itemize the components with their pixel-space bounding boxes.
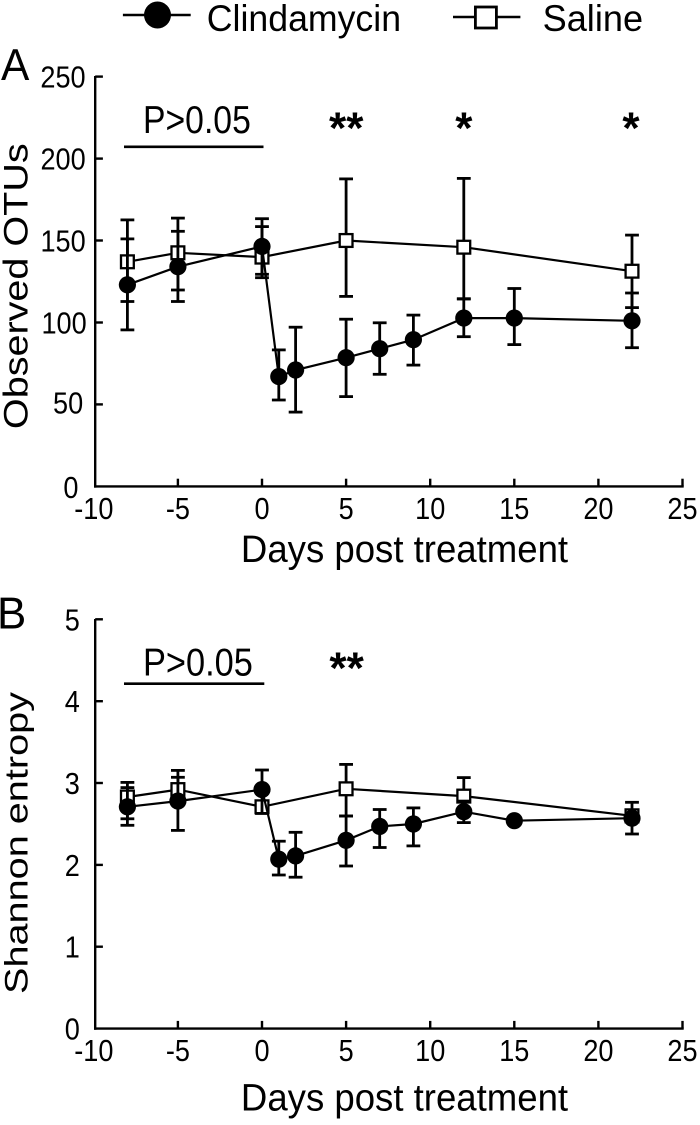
svg-text:-10: -10 <box>74 1034 113 1068</box>
svg-text:5: 5 <box>339 492 354 526</box>
svg-text:Shannon entropy: Shannon entropy <box>0 691 35 994</box>
svg-text:20: 20 <box>583 492 613 526</box>
svg-text:-5: -5 <box>166 492 190 526</box>
svg-text:-10: -10 <box>74 492 113 526</box>
svg-text:**: ** <box>329 104 364 153</box>
svg-text:0: 0 <box>63 471 78 505</box>
svg-text:50: 50 <box>53 387 83 421</box>
svg-text:P>0.05: P>0.05 <box>143 641 253 684</box>
svg-text:-5: -5 <box>166 1034 190 1068</box>
svg-text:15: 15 <box>499 492 529 526</box>
svg-text:4: 4 <box>65 686 80 720</box>
svg-text:10: 10 <box>415 492 445 526</box>
svg-text:Saline: Saline <box>543 0 643 39</box>
svg-text:10: 10 <box>415 1034 445 1068</box>
svg-text:2: 2 <box>65 849 80 883</box>
svg-text:A: A <box>1 40 30 90</box>
svg-text:3: 3 <box>65 767 80 801</box>
svg-text:P>0.05: P>0.05 <box>143 98 251 142</box>
svg-text:200: 200 <box>40 143 85 177</box>
svg-text:*: * <box>455 104 473 153</box>
svg-text:250: 250 <box>40 61 85 95</box>
svg-text:Clindamycin: Clindamycin <box>207 0 401 39</box>
svg-text:20: 20 <box>583 1034 613 1068</box>
svg-text:Days post treatment: Days post treatment <box>241 1076 569 1119</box>
svg-text:Observed OTUs: Observed OTUs <box>0 143 35 429</box>
svg-text:150: 150 <box>40 225 85 259</box>
svg-text:0: 0 <box>65 1013 80 1047</box>
svg-text:Days post treatment: Days post treatment <box>241 527 569 570</box>
svg-text:25: 25 <box>667 1034 697 1068</box>
svg-text:*: * <box>622 104 640 153</box>
svg-text:0: 0 <box>254 1034 269 1068</box>
svg-text:25: 25 <box>667 492 697 526</box>
svg-text:5: 5 <box>339 1034 354 1068</box>
svg-text:**: ** <box>329 644 364 693</box>
svg-text:B: B <box>0 589 26 638</box>
svg-text:0: 0 <box>254 492 269 526</box>
svg-text:100: 100 <box>41 307 86 341</box>
svg-text:1: 1 <box>65 931 80 965</box>
svg-text:5: 5 <box>65 604 80 638</box>
svg-text:15: 15 <box>499 1034 529 1068</box>
